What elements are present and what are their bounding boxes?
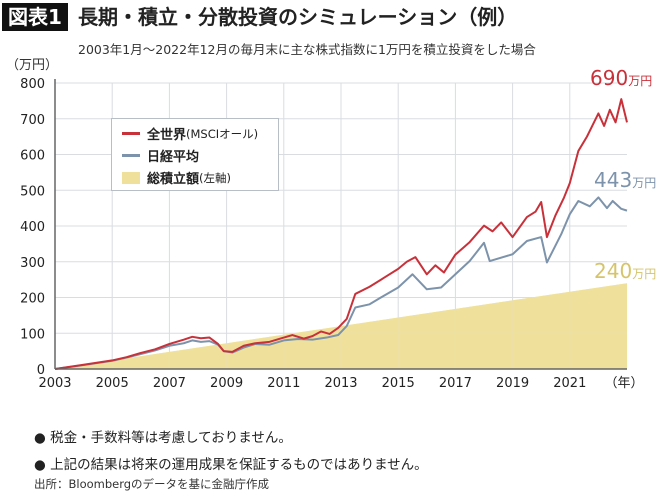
legend-note: (左軸) xyxy=(199,170,231,185)
x-tick-label: 2021 xyxy=(553,376,586,391)
legend-swatch-world xyxy=(122,132,140,135)
y-tick-label: 400 xyxy=(20,220,45,235)
y-tick-label: 0 xyxy=(37,363,45,378)
line-world xyxy=(54,98,628,370)
legend-label: 日経平均 xyxy=(147,150,200,165)
y-tick-label: 700 xyxy=(20,113,45,128)
legend-swatch-nikkei xyxy=(122,154,140,157)
end-label-total: 240万円 xyxy=(594,259,657,283)
figure-badge: 図表1 xyxy=(2,3,68,31)
x-axis-unit: （年） xyxy=(604,376,643,391)
y-tick-label: 500 xyxy=(20,184,45,199)
y-tick-label: 100 xyxy=(20,327,45,342)
y-tick-label: 300 xyxy=(20,256,45,271)
x-tick-label: 2005 xyxy=(96,376,129,391)
legend-swatch-total xyxy=(122,171,140,184)
x-tick-label: 2011 xyxy=(267,376,300,391)
source-note: 出所：Bloombergのデータを基に金融庁作成 xyxy=(34,477,270,491)
y-axis-unit: （万円） xyxy=(6,58,59,73)
x-tick-label: 2013 xyxy=(324,376,357,391)
chart-subtitle: 2003年1月～2022年12月の毎月末に主な株式指数に1万円を積立投資をした場… xyxy=(78,42,536,57)
note-1: ● 税金・手数料等は考慮しておりません。 xyxy=(34,430,292,446)
x-tick-label: 2015 xyxy=(382,376,415,391)
legend-note: (MSCIオール) xyxy=(186,126,259,141)
line-nikkei xyxy=(54,196,628,370)
x-tick-label: 2019 xyxy=(496,376,529,391)
end-label-nikkei: 443万円 xyxy=(594,168,657,192)
end-label-world: 690万円 xyxy=(590,66,653,90)
x-tick-label: 2003 xyxy=(38,376,71,391)
x-tick-label: 2009 xyxy=(210,376,243,391)
legend-label: 総積立額 xyxy=(147,172,200,187)
y-tick-label: 600 xyxy=(20,149,45,164)
legend-item-total: 総積立額 (左軸) xyxy=(122,168,231,187)
chart-title: 長期・積立・分散投資のシミュレーション（例） xyxy=(78,5,518,29)
y-tick-label: 200 xyxy=(20,292,45,307)
legend-item-world: 全世界 (MSCIオール) xyxy=(122,124,258,143)
legend: 全世界 (MSCIオール) 日経平均 総積立額 (左軸) xyxy=(111,118,279,191)
x-tick-label: 2007 xyxy=(153,376,186,391)
y-tick-label: 800 xyxy=(20,77,45,92)
legend-item-nikkei: 日経平均 xyxy=(122,146,199,165)
x-tick-label: 2017 xyxy=(439,376,472,391)
legend-label: 全世界 xyxy=(147,128,187,143)
note-2: ● 上記の結果は将来の運用成果を保証するものではありません。 xyxy=(34,457,428,473)
